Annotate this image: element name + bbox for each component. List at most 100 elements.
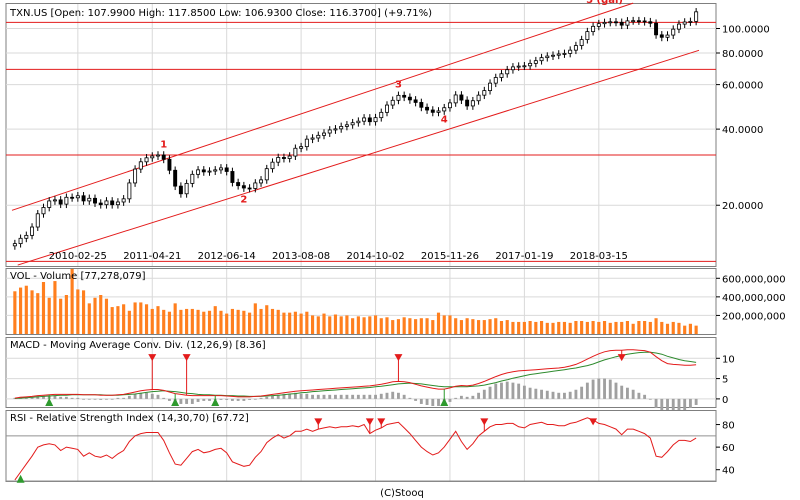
macd-panel-title: MACD - Moving Average Conv. Div. (12,26,… xyxy=(10,340,266,351)
price-y-tick-label: 40.0000 xyxy=(722,125,763,136)
price-candle xyxy=(654,19,659,39)
price-candle-body xyxy=(545,55,550,59)
macd-buy-marker xyxy=(171,397,180,406)
price-channel-lower xyxy=(17,49,700,266)
volume-bar xyxy=(528,321,532,334)
rsi-y-tick-label: 80 xyxy=(722,421,735,432)
macd-histogram-bar xyxy=(500,382,503,399)
macd-histogram-bar xyxy=(574,389,578,399)
rsi-sell-marker xyxy=(589,418,598,426)
macd-histogram-bar xyxy=(242,398,246,401)
price-candle-body xyxy=(636,20,641,23)
price-candle xyxy=(75,191,80,202)
macd-histogram-bar xyxy=(230,398,234,401)
macd-line xyxy=(14,349,697,399)
volume-bar xyxy=(196,309,200,334)
price-candle-body xyxy=(631,20,636,23)
macd-histogram-bar xyxy=(494,383,498,399)
price-candle xyxy=(619,18,624,30)
volume-bar xyxy=(585,321,589,334)
price-candle xyxy=(241,181,246,192)
macd-histogram-bar xyxy=(459,395,463,399)
price-candle-body xyxy=(591,25,596,33)
price-candle-body xyxy=(344,124,349,127)
volume-bar xyxy=(539,321,544,334)
price-candle xyxy=(396,91,401,105)
price-panel: 1 2 3 4 5 (gal) 100.0000 80.0000 60.0000 40.000… xyxy=(5,0,770,267)
price-candle xyxy=(259,176,264,187)
volume-bar xyxy=(396,319,401,334)
price-candle xyxy=(201,166,206,176)
volume-bar xyxy=(219,310,223,334)
macd-histogram-bar xyxy=(122,397,126,399)
volume-bar xyxy=(110,307,114,334)
price-candle xyxy=(24,231,29,243)
price-candle-body xyxy=(396,94,401,101)
price-candle xyxy=(58,196,63,209)
price-candle xyxy=(367,114,372,126)
price-candle-body xyxy=(133,168,138,184)
price-candle-body xyxy=(35,213,40,228)
macd-histogram-bar xyxy=(236,398,240,401)
macd-histogram-bar xyxy=(511,382,515,399)
price-candle xyxy=(488,79,493,95)
price-candle-body xyxy=(602,22,607,25)
volume-bar xyxy=(225,313,229,334)
volume-bar xyxy=(482,320,486,334)
price-candle-body xyxy=(75,195,80,199)
price-candle-body xyxy=(316,134,321,139)
volume-bar xyxy=(683,325,687,334)
volume-bar xyxy=(402,317,406,334)
price-candle xyxy=(333,125,338,134)
macd-histogram-bar xyxy=(694,398,698,405)
macd-histogram-bar xyxy=(13,397,17,399)
price-candle-body xyxy=(447,102,452,109)
price-candle-body xyxy=(659,34,664,38)
volume-bar xyxy=(436,312,441,334)
volume-bar xyxy=(30,290,34,334)
price-candle-body xyxy=(430,109,435,113)
macd-histogram-bar xyxy=(259,397,263,399)
macd-histogram-bar xyxy=(339,394,343,399)
price-candle xyxy=(533,56,538,68)
macd-panel: 10 5 0 MACD - Moving Average Conv. Div. (1… xyxy=(5,337,735,418)
price-candle xyxy=(419,98,424,112)
price-candle xyxy=(104,197,109,209)
volume-bar xyxy=(185,308,189,334)
price-x-tick-label: 2013-08-08 xyxy=(272,251,330,262)
volume-bar xyxy=(517,321,521,334)
macd-histogram-bar xyxy=(316,394,320,399)
macd-histogram-bar xyxy=(626,387,629,399)
price-candle-body xyxy=(47,200,52,208)
rsi-buy-marker xyxy=(16,474,25,483)
macd-histogram-bar xyxy=(127,395,131,399)
rsi-sell-marker xyxy=(365,418,374,426)
price-candle xyxy=(276,153,281,167)
volume-bar xyxy=(654,318,658,334)
volume-bar xyxy=(562,321,567,334)
price-candle-body xyxy=(453,94,458,104)
macd-histogram-bar xyxy=(299,393,303,399)
price-candle xyxy=(482,86,487,100)
volume-y-tick-label: 600,000,000 xyxy=(722,274,786,285)
macd-histogram-bar xyxy=(402,394,406,399)
price-candle xyxy=(207,167,212,176)
volume-bar xyxy=(87,303,91,334)
macd-histogram-bar xyxy=(156,394,160,399)
volume-bar xyxy=(13,291,17,334)
rsi-panel-title: RSI - Relative Strength Index (14,30,70)… xyxy=(10,413,249,424)
price-candle xyxy=(539,53,544,65)
macd-histogram-bar xyxy=(374,394,377,399)
macd-histogram-bar xyxy=(448,398,452,402)
macd-histogram-bar xyxy=(42,395,45,399)
macd-histogram-bar xyxy=(379,393,383,399)
rsi-sell-marker xyxy=(480,418,489,426)
macd-signal-line xyxy=(14,351,697,399)
volume-bar xyxy=(511,321,515,334)
price-candle-body xyxy=(196,169,201,175)
price-candle-body xyxy=(190,173,195,184)
price-x-tick-label: 2012-06-14 xyxy=(198,251,256,262)
macd-sell-marker xyxy=(617,354,626,362)
volume-bar xyxy=(293,311,297,334)
volume-bar xyxy=(356,316,360,334)
